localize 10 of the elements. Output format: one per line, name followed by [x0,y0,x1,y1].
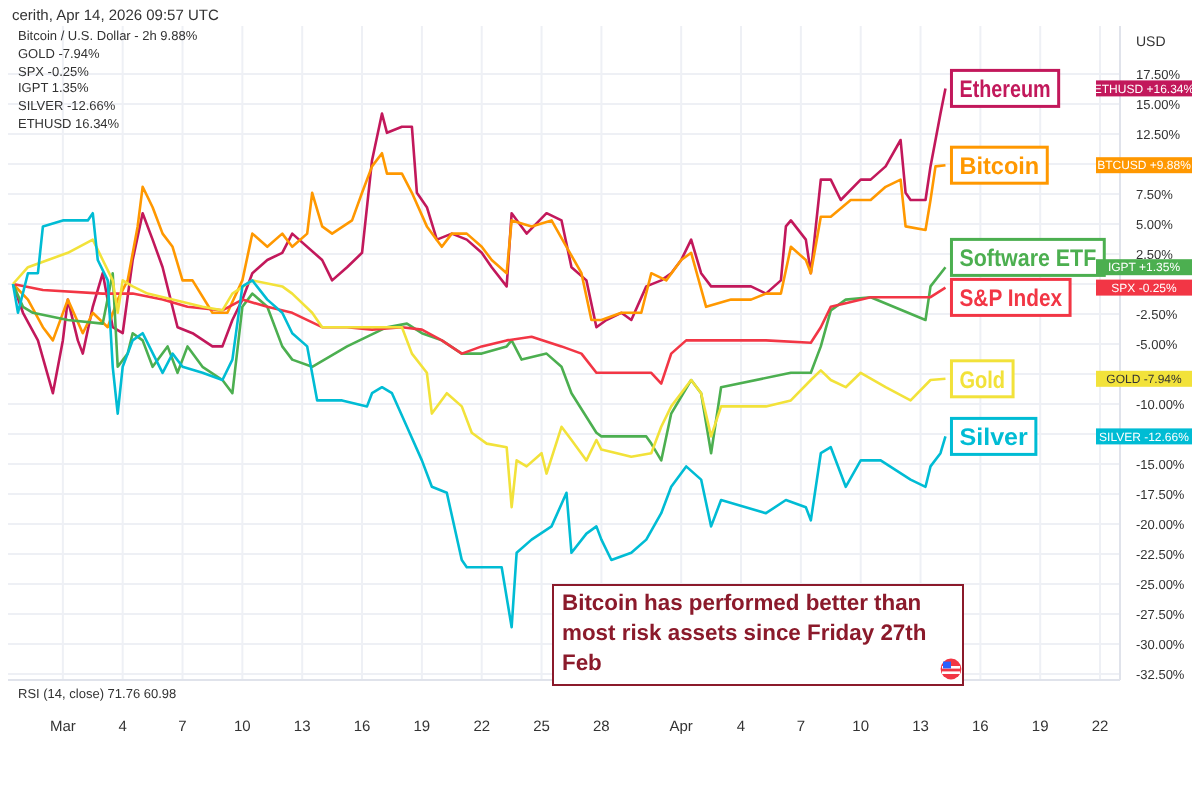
annotation: Bitcoin has performed better than most risk assets since Friday 27th Feb [552,584,964,686]
series-label: Silver [959,423,1029,452]
legend-label: Ethereum [959,75,1071,104]
line-series [11,282,947,385]
legend-label: Bitcoin [959,152,1041,181]
line-series [11,238,947,509]
line-series [11,151,947,342]
legend-label: S&P Index [959,284,1078,313]
series-label: Gold [959,365,1015,394]
line-series [11,265,947,462]
